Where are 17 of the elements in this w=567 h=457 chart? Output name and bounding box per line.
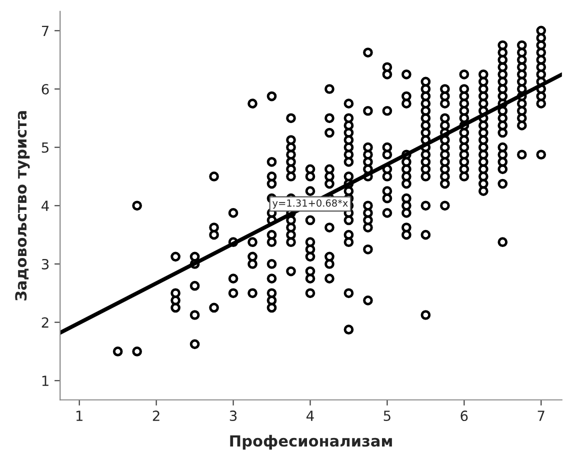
x-tick-label: 3	[230, 410, 237, 422]
x-axis-title: Професионализам	[230, 434, 392, 450]
y-tick-label: 5	[42, 142, 48, 153]
y-tick-label: 4	[42, 200, 49, 211]
x-tick-label: 2	[152, 410, 160, 421]
annotation: y=1.31+0.68*x	[272, 199, 348, 209]
x-tick-label: 4	[306, 410, 314, 421]
y-tick-label: 7	[42, 26, 48, 36]
y-tick-label: 6	[42, 84, 49, 94]
y-tick-label: 1	[42, 376, 48, 386]
y-axis-title: Задовољство туриста	[15, 111, 30, 300]
x-tick-label: 7	[538, 410, 544, 421]
x-tick-label: 5	[384, 410, 390, 422]
y-tick-label: 2	[42, 317, 48, 328]
x-tick-label: 6	[460, 410, 468, 422]
y-tick-label: 3	[42, 258, 49, 270]
x-tick-label: 1	[76, 410, 82, 421]
